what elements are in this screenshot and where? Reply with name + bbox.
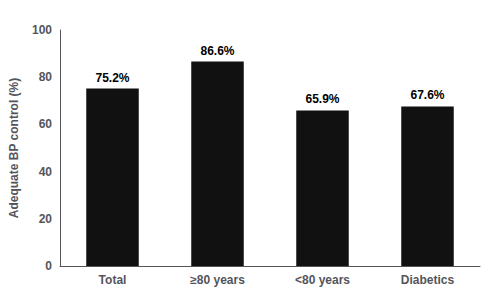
svg-text:0: 0 — [45, 259, 52, 273]
svg-text:40: 40 — [39, 165, 53, 179]
svg-text:Adequate BP control (%): Adequate BP control (%) — [7, 78, 21, 218]
svg-text:60: 60 — [39, 117, 53, 131]
svg-text:Diabetics: Diabetics — [401, 273, 455, 287]
svg-text:80: 80 — [39, 70, 53, 84]
svg-text:75.2%: 75.2% — [95, 71, 129, 85]
svg-text:100: 100 — [32, 23, 52, 37]
svg-text:Total: Total — [99, 273, 127, 287]
svg-text:≥80 years: ≥80 years — [190, 273, 245, 287]
svg-text:<80 years: <80 years — [295, 273, 350, 287]
svg-text:86.6%: 86.6% — [200, 44, 234, 58]
svg-text:20: 20 — [39, 212, 53, 226]
svg-text:67.6%: 67.6% — [410, 88, 444, 102]
svg-text:65.9%: 65.9% — [305, 92, 339, 106]
